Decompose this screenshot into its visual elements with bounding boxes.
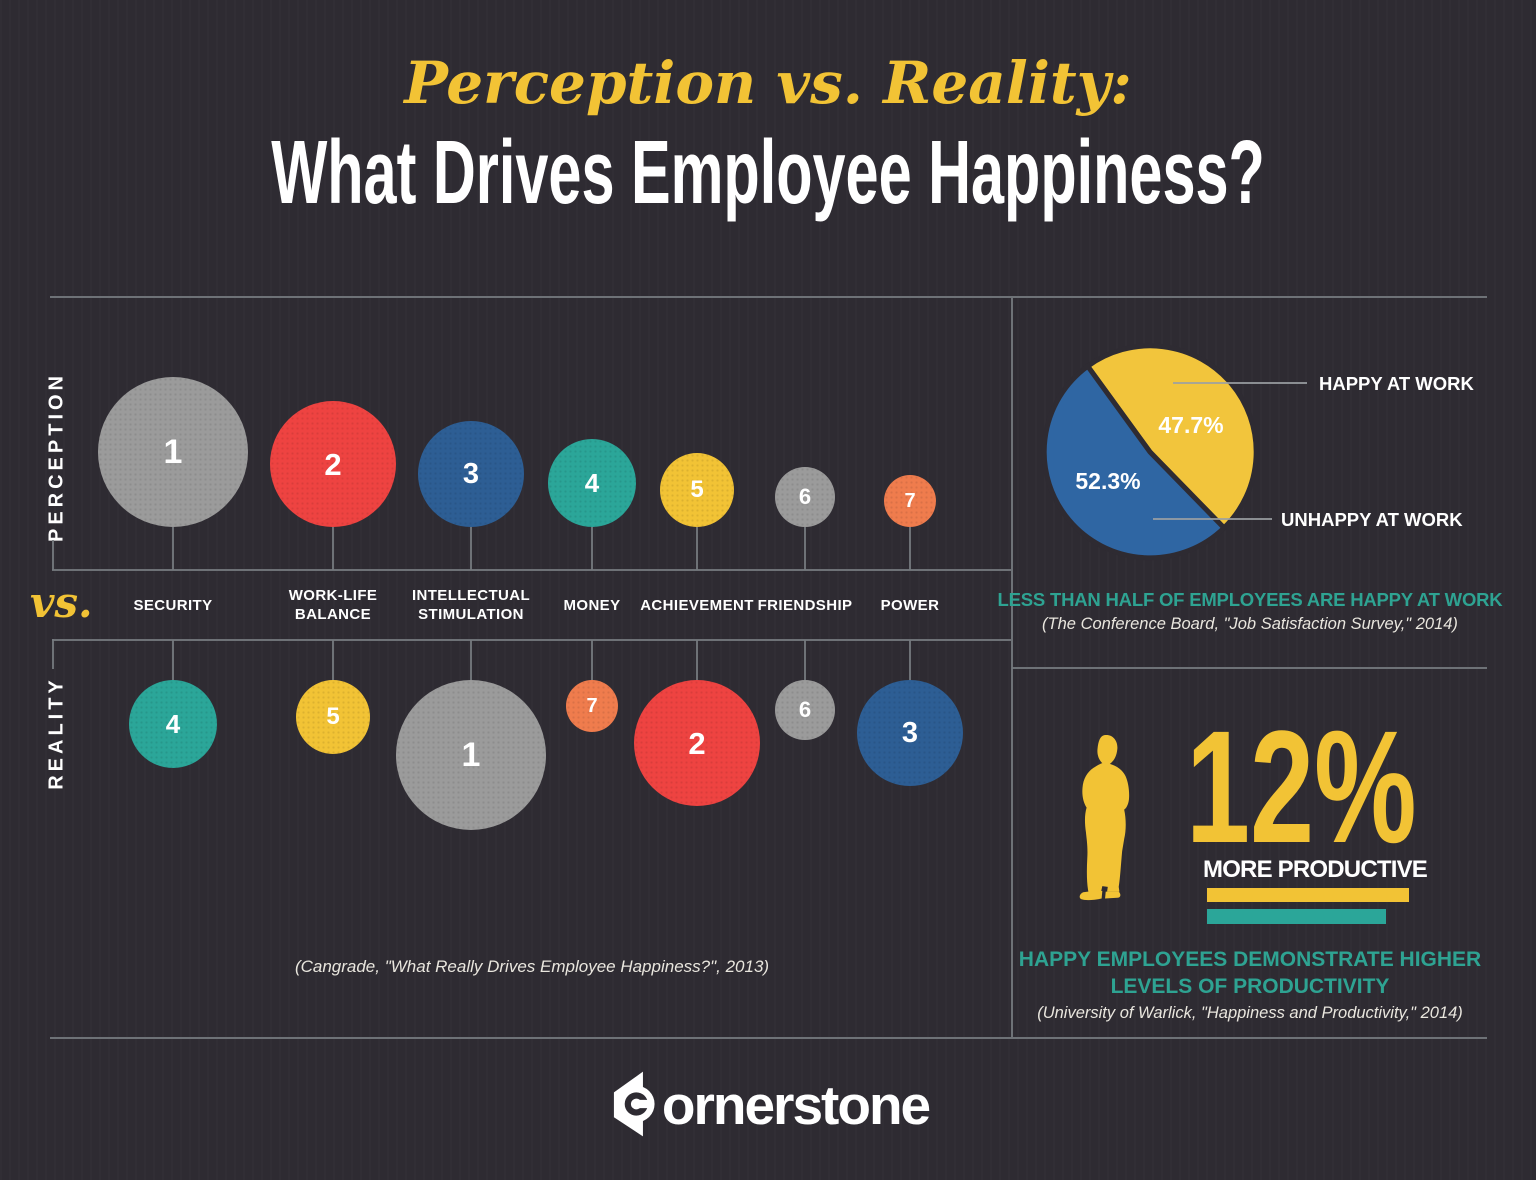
perception-bubble-friendship: 6 — [775, 467, 835, 527]
man-silhouette-icon — [1079, 734, 1130, 901]
reality-bubble-power: 3 — [857, 680, 963, 786]
category-label-money: MONEY — [502, 584, 682, 626]
reality-bubble-friendship: 6 — [775, 680, 835, 740]
divider-right-panel — [1012, 667, 1487, 669]
page-title: What Drives Employee Happiness? — [271, 123, 1265, 223]
perception-bracket-tick — [52, 540, 54, 570]
leader-line-happy — [1173, 382, 1307, 384]
category-label-line: SECURITY — [133, 596, 213, 614]
category-label-line: WORK-LIFE — [288, 587, 378, 604]
category-label-power: POWER — [820, 584, 1000, 626]
reality-stem-security — [172, 640, 174, 680]
row-label-reality: REALITY — [45, 676, 68, 790]
row-label-perception: PERCEPTION — [45, 371, 68, 543]
pie-label-happy: HAPPY AT WORK — [1319, 373, 1474, 394]
perception-bubble-security: 1 — [98, 377, 248, 527]
stat-headline-line1: HAPPY EMPLOYEES DEMONSTRATE HIGHER — [1018, 948, 1482, 971]
stat-value: 12% — [1186, 697, 1417, 876]
reality-bubble-intellectual-stimulation: 1 — [396, 680, 546, 830]
pie-slice-unhappy — [1041, 363, 1227, 561]
divider-top — [50, 296, 1487, 298]
pie-value-unhappy: 52.3% — [1075, 468, 1141, 494]
category-label-line: BALANCE — [294, 606, 372, 623]
perception-bubble-money: 4 — [548, 439, 636, 527]
logo-text: ornerstone — [661, 1073, 931, 1136]
category-label-line: STIMULATION — [418, 606, 524, 623]
pie-label-unhappy: UNHAPPY AT WORK — [1281, 509, 1463, 530]
stat-source: (University of Warlick, "Happiness and P… — [1037, 1004, 1463, 1022]
category-label-line: MONEY — [563, 596, 621, 614]
category-label-friendship: FRIENDSHIP — [715, 584, 895, 626]
reality-stem-achievement — [696, 640, 698, 680]
underline-bar-yellow — [1207, 888, 1409, 902]
category-label-security: SECURITY — [83, 584, 263, 626]
perception-bubble-intellectual-stimulation: 3 — [418, 421, 524, 527]
divider-bottom — [50, 1037, 1487, 1039]
perception-stem-intellectual-stimulation — [470, 527, 472, 570]
reality-stem-power — [909, 640, 911, 680]
category-label-line: FRIENDSHIP — [757, 596, 853, 614]
perception-stem-friendship — [804, 527, 806, 570]
reality-stem-intellectual-stimulation — [470, 640, 472, 680]
category-label-achievement: ACHIEVEMENT — [607, 584, 787, 626]
stat-headline-line2: LEVELS OF PRODUCTIVITY — [1110, 975, 1390, 998]
bubble-chart-source: (Cangrade, "What Really Drives Employee … — [294, 957, 770, 976]
pie-value-happy: 47.7% — [1158, 412, 1224, 438]
pie-source: (The Conference Board, "Job Satisfaction… — [1042, 615, 1458, 633]
perception-bubble-achievement: 5 — [660, 453, 734, 527]
perception-stem-power — [909, 527, 911, 570]
category-label-line: ACHIEVEMENT — [640, 596, 754, 614]
reality-stem-money — [591, 640, 593, 680]
perception-bubble-power: 7 — [884, 475, 936, 527]
cornerstone-logo-icon — [613, 1071, 655, 1137]
perception-bubble-work-life-balance: 2 — [270, 401, 396, 527]
vs-label: vs. — [30, 578, 93, 627]
leader-line-unhappy — [1153, 518, 1272, 520]
stat-label: MORE PRODUCTIVE — [1203, 856, 1428, 883]
reality-stem-work-life-balance — [332, 640, 334, 680]
reality-bubble-work-life-balance: 5 — [296, 680, 370, 754]
reality-bubble-security: 4 — [129, 680, 217, 768]
category-label-work-life-balance: WORK-LIFE BALANCE — [243, 584, 423, 626]
category-label-line: POWER — [880, 596, 940, 614]
reality-bubble-money: 7 — [566, 680, 618, 732]
perception-bracket-line — [52, 569, 1011, 571]
happiness-pie-chart — [1041, 343, 1259, 561]
perception-stem-security — [172, 527, 174, 570]
underline-bar-teal — [1207, 909, 1386, 924]
reality-bracket-line — [52, 639, 1011, 641]
title-script: Perception vs. Reality: — [404, 49, 1132, 117]
category-label-intellectual-stimulation: INTELLECTUAL STIMULATION — [381, 584, 561, 626]
perception-stem-achievement — [696, 527, 698, 570]
category-label-line: INTELLECTUAL — [411, 587, 531, 604]
perception-stem-work-life-balance — [332, 527, 334, 570]
perception-stem-money — [591, 527, 593, 570]
reality-stem-friendship — [804, 640, 806, 680]
reality-bubble-achievement: 2 — [634, 680, 760, 806]
reality-bracket-tick — [52, 639, 54, 669]
cornerstone-logo: ornerstone — [0, 1070, 1536, 1138]
stat-headline: HAPPY EMPLOYEES DEMONSTRATE HIGHER LEVEL… — [1019, 946, 1481, 1000]
pie-headline: LESS THAN HALF OF EMPLOYEES ARE HAPPY AT… — [997, 589, 1503, 610]
